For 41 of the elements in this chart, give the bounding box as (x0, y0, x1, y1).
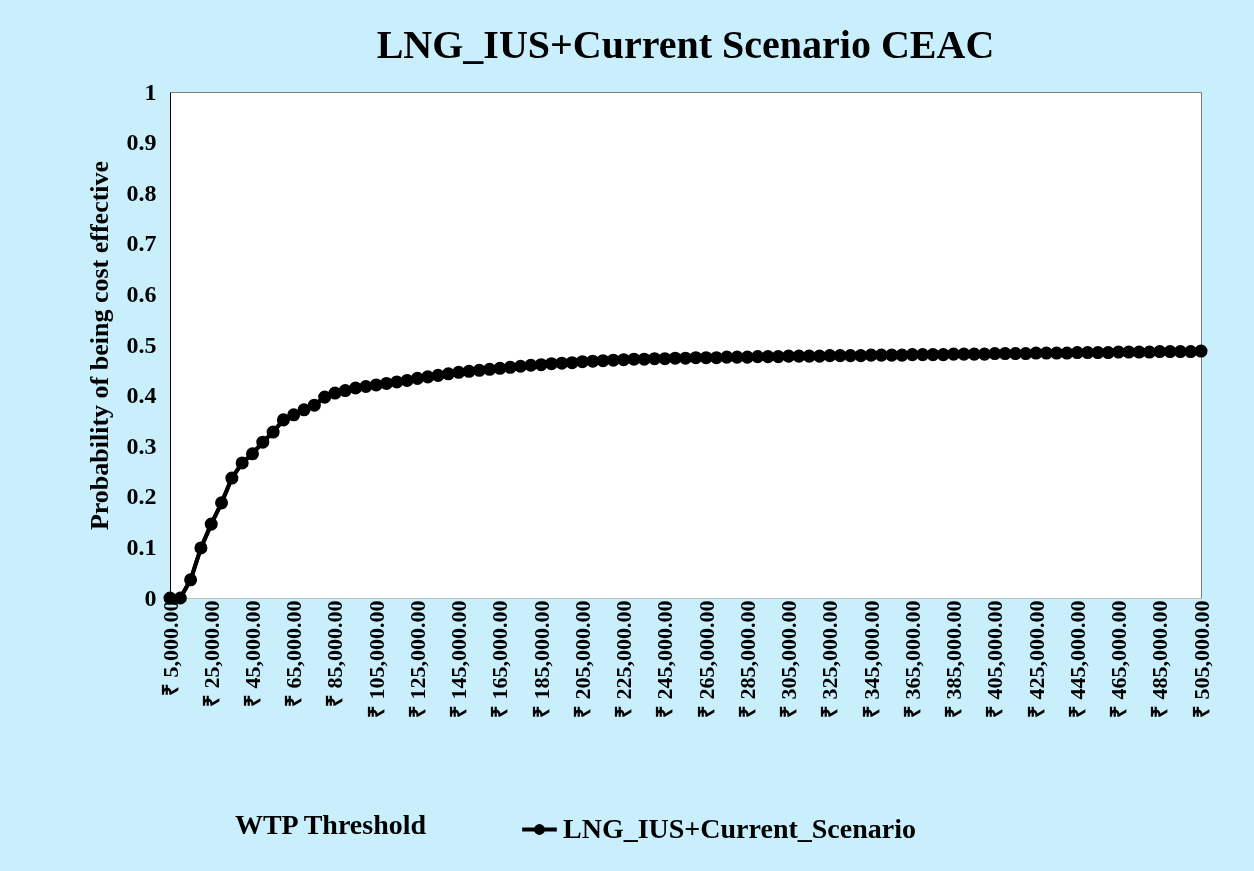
x-tick-label: ₹ 165,000.00 (487, 600, 513, 718)
x-tick-label: ₹ 45,000.00 (239, 600, 265, 707)
x-tick-label: ₹ 285,000.00 (734, 600, 760, 718)
x-tick-label: ₹ 425,000.00 (1023, 600, 1049, 718)
y-tick-label: 0.5 (126, 331, 157, 358)
x-tick-label: ₹ 385,000.00 (941, 600, 967, 718)
x-tick-label: ₹ 125,000.00 (404, 600, 430, 718)
x-tick-label: ₹ 485,000.00 (1147, 600, 1173, 718)
x-tick-label: ₹ 365,000.00 (899, 600, 925, 718)
x-tick-label: ₹ 465,000.00 (1106, 600, 1132, 718)
chart-title: LNG_IUS+Current Scenario CEAC (376, 22, 995, 67)
x-tick-label: ₹ 205,000.00 (569, 600, 595, 718)
x-tick-label: ₹ 265,000.00 (693, 600, 719, 718)
y-tick-label: 0.8 (126, 179, 157, 206)
y-axis-title: Probability of being cost effective (84, 160, 114, 531)
x-tick-label: ₹ 25,000.00 (198, 600, 224, 707)
x-tick-label: ₹ 305,000.00 (776, 600, 802, 718)
y-tick-label: 0.4 (126, 382, 157, 409)
x-tick-label: ₹ 5,000.00 (157, 600, 183, 696)
x-tick-label: ₹ 345,000.00 (858, 600, 884, 718)
x-tick-label: ₹ 65,000.00 (281, 600, 307, 707)
x-tick-label: ₹ 225,000.00 (611, 600, 637, 718)
x-tick-label: ₹ 405,000.00 (982, 600, 1008, 718)
x-tick-label: ₹ 85,000.00 (322, 600, 348, 707)
x-tick-label: ₹ 245,000.00 (652, 600, 678, 718)
legend-label: LNG_IUS+Current_Scenario (563, 812, 916, 844)
x-tick-label: ₹ 105,000.00 (363, 600, 389, 718)
y-tick-label: 0.3 (126, 432, 157, 459)
y-tick-label: 0 (144, 584, 157, 611)
x-tick-label: ₹ 145,000.00 (446, 600, 472, 718)
y-tick-label: 0.9 (126, 129, 157, 156)
y-tick-label: 1 (144, 78, 157, 105)
y-tick-label: 0.7 (126, 230, 157, 257)
x-tick-label: ₹ 505,000.00 (1188, 600, 1214, 718)
x-axis-title: WTP Threshold (234, 808, 427, 840)
x-tick-label: ₹ 445,000.00 (1064, 600, 1090, 718)
x-tick-label: ₹ 325,000.00 (817, 600, 843, 718)
y-tick-label: 0.2 (126, 483, 157, 510)
x-tick-label: ₹ 185,000.00 (528, 600, 554, 718)
y-tick-label: 0.1 (126, 533, 157, 560)
y-tick-label: 0.6 (126, 280, 157, 307)
